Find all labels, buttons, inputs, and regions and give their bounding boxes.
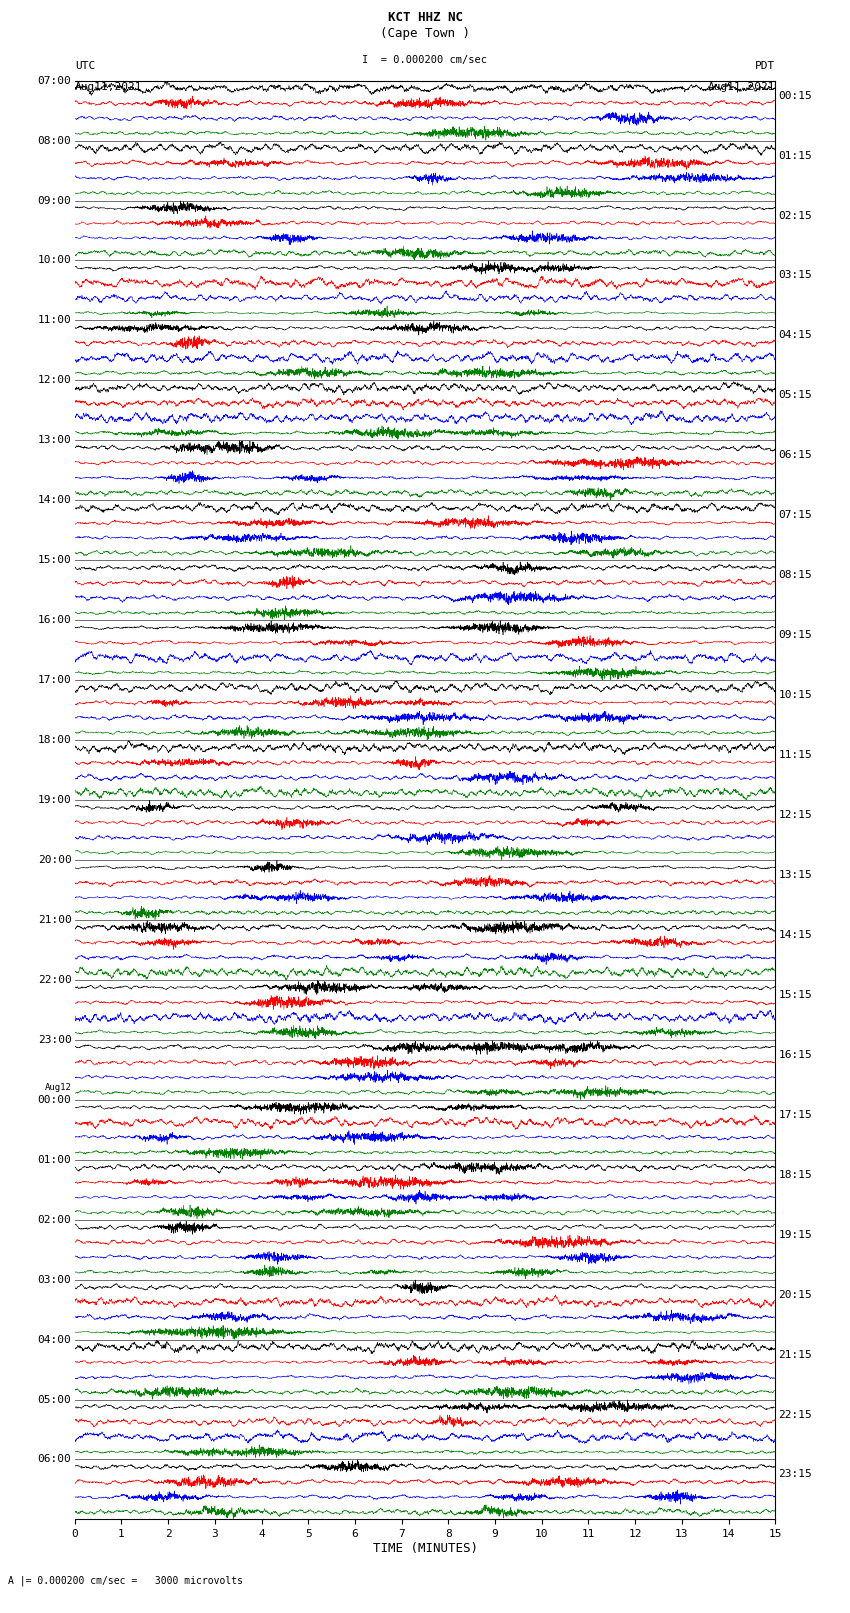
Text: 09:15: 09:15 [779, 631, 813, 640]
Text: 05:00: 05:00 [37, 1395, 71, 1405]
Text: 00:00: 00:00 [37, 1095, 71, 1105]
Text: 04:15: 04:15 [779, 331, 813, 340]
Text: 20:15: 20:15 [779, 1290, 813, 1300]
Text: 04:00: 04:00 [37, 1334, 71, 1345]
Text: 19:15: 19:15 [779, 1229, 813, 1240]
Text: 15:15: 15:15 [779, 990, 813, 1000]
Text: 07:15: 07:15 [779, 510, 813, 521]
Text: 21:00: 21:00 [37, 915, 71, 924]
Text: 15:00: 15:00 [37, 555, 71, 565]
Text: 13:15: 13:15 [779, 869, 813, 881]
Text: 06:00: 06:00 [37, 1455, 71, 1465]
Text: 10:00: 10:00 [37, 255, 71, 266]
Text: 11:15: 11:15 [779, 750, 813, 760]
Text: 00:15: 00:15 [779, 90, 813, 100]
Text: 19:00: 19:00 [37, 795, 71, 805]
Text: 08:00: 08:00 [37, 135, 71, 145]
Text: 05:15: 05:15 [779, 390, 813, 400]
Text: PDT: PDT [755, 61, 775, 71]
Text: 23:00: 23:00 [37, 1036, 71, 1045]
Text: 20:00: 20:00 [37, 855, 71, 865]
Text: 16:00: 16:00 [37, 615, 71, 626]
Text: 09:00: 09:00 [37, 195, 71, 205]
Text: 01:00: 01:00 [37, 1155, 71, 1165]
Text: 14:00: 14:00 [37, 495, 71, 505]
Text: 17:00: 17:00 [37, 676, 71, 686]
Text: 01:15: 01:15 [779, 150, 813, 161]
Text: 02:00: 02:00 [37, 1215, 71, 1224]
Text: 03:00: 03:00 [37, 1274, 71, 1284]
Text: 07:00: 07:00 [37, 76, 71, 85]
Text: 21:15: 21:15 [779, 1350, 813, 1360]
Text: 22:15: 22:15 [779, 1410, 813, 1419]
Text: 10:15: 10:15 [779, 690, 813, 700]
Text: Aug11,2021: Aug11,2021 [75, 82, 142, 92]
Text: 14:15: 14:15 [779, 931, 813, 940]
Text: 23:15: 23:15 [779, 1469, 813, 1479]
Text: UTC: UTC [75, 61, 95, 71]
Text: A |= 0.000200 cm/sec =   3000 microvolts: A |= 0.000200 cm/sec = 3000 microvolts [8, 1576, 243, 1587]
Text: Aug12: Aug12 [44, 1082, 71, 1092]
Text: 03:15: 03:15 [779, 271, 813, 281]
Text: 16:15: 16:15 [779, 1050, 813, 1060]
Text: (Cape Town ): (Cape Town ) [380, 27, 470, 40]
Text: 11:00: 11:00 [37, 316, 71, 326]
Text: I  = 0.000200 cm/sec: I = 0.000200 cm/sec [362, 55, 488, 65]
Text: 06:15: 06:15 [779, 450, 813, 460]
Text: Aug11,2021: Aug11,2021 [708, 82, 775, 92]
Text: 18:15: 18:15 [779, 1169, 813, 1179]
X-axis label: TIME (MINUTES): TIME (MINUTES) [372, 1542, 478, 1555]
Text: 12:00: 12:00 [37, 376, 71, 386]
Text: 22:00: 22:00 [37, 974, 71, 986]
Text: 08:15: 08:15 [779, 571, 813, 581]
Text: 02:15: 02:15 [779, 211, 813, 221]
Text: 18:00: 18:00 [37, 736, 71, 745]
Text: 13:00: 13:00 [37, 436, 71, 445]
Text: 12:15: 12:15 [779, 810, 813, 819]
Text: 17:15: 17:15 [779, 1110, 813, 1119]
Text: KCT HHZ NC: KCT HHZ NC [388, 11, 462, 24]
